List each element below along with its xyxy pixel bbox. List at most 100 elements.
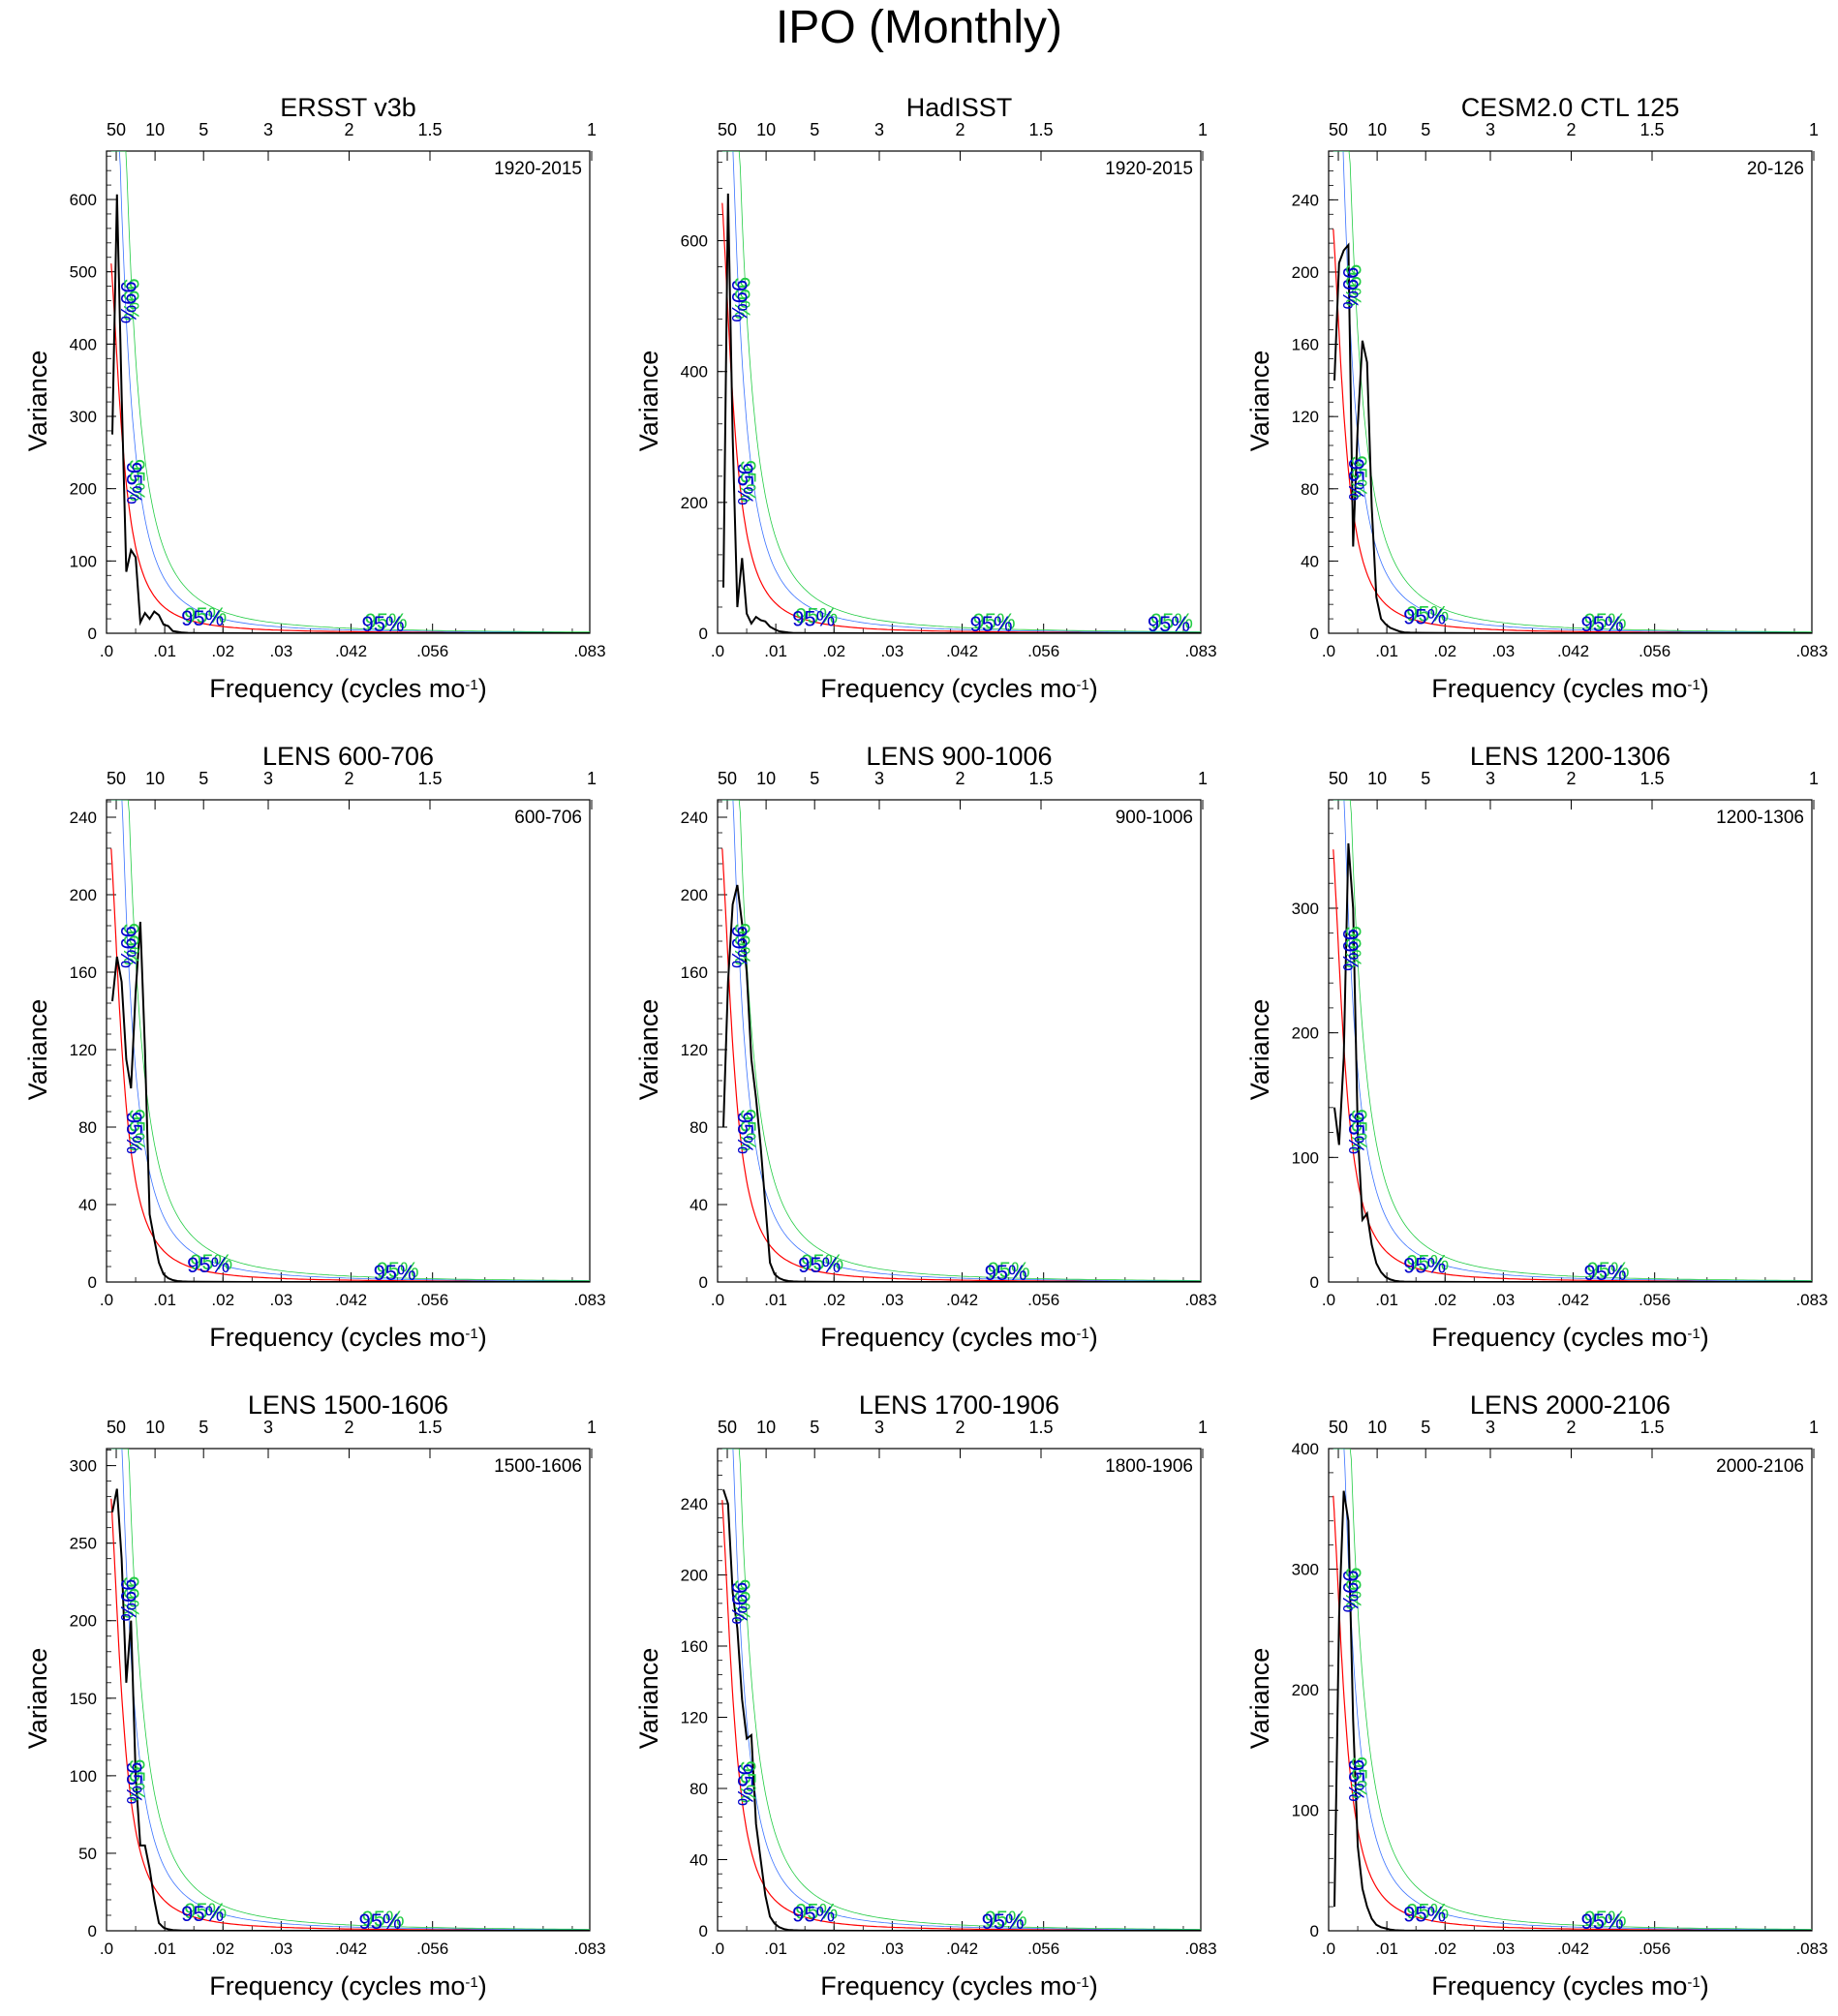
panels-grid: ERSST v3b 1920-2015 Variance Frequency (cyc… (23, 93, 1828, 2001)
top-tick-label: 3 (263, 769, 273, 788)
panel-3: CESM2.0 CTL 125 20-126 Variance Frequency (… (1245, 93, 1828, 703)
top-tick-label: 2 (344, 120, 353, 139)
x-axis-title-main: Frequency (cycles mo (209, 674, 465, 703)
x-tick-label: .042 (946, 642, 978, 660)
top-tick-label: 50 (107, 769, 126, 788)
x-tick-label: .056 (1027, 1291, 1059, 1309)
x-tick-label: .042 (946, 1291, 978, 1309)
x-tick-label: .042 (946, 1940, 978, 1958)
plot-frame (717, 799, 1202, 1283)
y-tick-label: 200 (681, 1566, 708, 1584)
red-noise-curve (1333, 1495, 1812, 1931)
x-tick-label: .03 (1492, 642, 1516, 660)
sig-label-green: 95% (1347, 455, 1371, 498)
y-tick-label: 120 (681, 1708, 708, 1726)
sig-label-blue: 95% (374, 1261, 416, 1285)
x-tick-label: .042 (1557, 1291, 1589, 1309)
y-axis-title: Variance (1245, 1648, 1274, 1750)
top-tick-label: 5 (1421, 1418, 1430, 1437)
sig-label-blue: 99% (116, 1579, 140, 1622)
top-tick-label: 10 (756, 120, 776, 139)
panel-title: CESM2.0 CTL 125 (1461, 93, 1680, 122)
x-tick-label: .02 (822, 642, 845, 660)
top-tick-label: 50 (107, 1418, 126, 1437)
x-axis-title-sup: -1 (1687, 1326, 1700, 1342)
sig-label-green: 99% (119, 1576, 143, 1619)
y-tick-label: 0 (88, 1273, 97, 1292)
top-tick-label: 3 (1486, 769, 1495, 788)
top-tick-label: 1 (1809, 120, 1819, 139)
x-tick-label: .056 (1027, 642, 1059, 660)
x-tick-label: .042 (1557, 1940, 1589, 1958)
x-tick-label: .0 (711, 1940, 724, 1958)
red-noise-curve (721, 1500, 1201, 1931)
x-axis-title-end: ) (478, 674, 487, 703)
top-tick-label: 1 (1198, 120, 1208, 139)
x-tick-label: .01 (1375, 642, 1398, 660)
sig99-curve (721, 1449, 1201, 1930)
sig-label-green: 95% (190, 1250, 232, 1274)
period-label: 600-706 (514, 808, 582, 828)
top-tick-label: 2 (955, 769, 965, 788)
sig-label-green: 95% (988, 1258, 1030, 1282)
top-tick-label: 3 (1486, 120, 1495, 139)
sig-label-blue: 99% (1338, 929, 1363, 971)
x-axis-title: Frequency (cycles mo-1) (209, 1971, 486, 2001)
x-tick-label: .083 (573, 1291, 605, 1309)
y-axis-title: Variance (634, 1648, 663, 1750)
sig-label-green: 95% (1406, 1900, 1449, 1924)
spectrum-line (1333, 1490, 1812, 1931)
sig-label-blue: 95% (970, 612, 1013, 636)
sig-label-blue: 95% (1403, 605, 1446, 629)
top-tick-label: 50 (718, 1418, 737, 1437)
sig-label-blue: 99% (727, 926, 751, 968)
sig99-curve (1333, 800, 1812, 1281)
period-label: 900-1006 (1116, 808, 1193, 828)
plot-frame (1328, 150, 1813, 634)
sig-label-blue: 95% (359, 1909, 402, 1934)
panel-1: ERSST v3b 1920-2015 Variance Frequency (cyc… (23, 93, 606, 703)
period-label: 1800-1906 (1105, 1456, 1193, 1477)
y-tick-label: 0 (699, 1273, 708, 1292)
x-tick-label: .056 (416, 642, 448, 660)
top-tick-label: 1 (587, 769, 597, 788)
sig-label-green: 95% (1347, 1109, 1371, 1151)
period-label: 1200-1306 (1716, 808, 1804, 828)
x-tick-label: .01 (153, 1291, 176, 1309)
x-tick-label: .03 (270, 1940, 293, 1958)
y-tick-label: 400 (1292, 1440, 1319, 1458)
top-tick-label: 1.5 (1028, 1418, 1053, 1437)
y-axis-title: Variance (1245, 351, 1274, 452)
panel-9: LENS 2000-2106 2000-2106 Variance Frequency… (1245, 1390, 1828, 2001)
sig99-curve (110, 151, 590, 633)
x-tick-label: .0 (1322, 1291, 1335, 1309)
x-axis-title-end: ) (1089, 674, 1098, 703)
top-tick-label: 50 (1329, 1418, 1348, 1437)
sig-label-green: 99% (1341, 926, 1365, 968)
spectrum-line (1333, 242, 1812, 633)
plot-area (1333, 800, 1812, 1282)
x-axis-title: Frequency (cycles mo-1) (1431, 1323, 1708, 1352)
panel-title: LENS 600-706 (262, 742, 434, 771)
x-axis-title: Frequency (cycles mo-1) (820, 1971, 1097, 2001)
panel-title: LENS 2000-2106 (1470, 1390, 1670, 1420)
x-tick-label: .02 (1433, 1940, 1456, 1958)
sig-label-blue: 99% (1338, 267, 1363, 310)
top-tick-label: 2 (344, 769, 353, 788)
x-axis-title-main: Frequency (cycles mo (209, 1971, 465, 2001)
figure-title: IPO (Monthly) (776, 2, 1062, 53)
y-tick-label: 120 (681, 1041, 708, 1059)
top-tick-label: 1.5 (1639, 120, 1664, 139)
sig-label-blue: 95% (733, 1763, 757, 1806)
x-axis-title-sup: -1 (1687, 1974, 1700, 1991)
plot-frame (106, 1448, 591, 1932)
sig-label-blue: 95% (122, 1761, 146, 1804)
x-axis-title: Frequency (cycles mo-1) (209, 674, 486, 703)
y-tick-label: 200 (70, 480, 97, 499)
x-axis-title-main: Frequency (cycles mo (1431, 1971, 1687, 2001)
y-axis-title: Variance (23, 999, 52, 1101)
sig-label-green: 95% (125, 1758, 149, 1801)
sig-label-blue: 95% (362, 612, 405, 636)
sig-label-blue: 95% (985, 1261, 1027, 1285)
sig-label-green: 95% (125, 459, 149, 502)
